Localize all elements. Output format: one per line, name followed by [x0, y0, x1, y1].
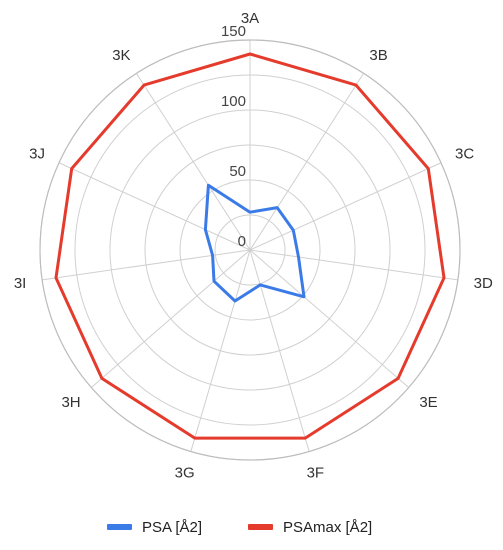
outer-ring: [39, 39, 461, 461]
category-label-3b: 3B: [369, 47, 387, 64]
category-label-3c: 3C: [455, 146, 474, 163]
category-label-3f: 3F: [307, 465, 325, 482]
series-group: [54, 52, 446, 440]
grid-ring-75: [144, 144, 356, 356]
legend-label-1: PSAmax [Å2]: [283, 519, 372, 536]
category-label-3i: 3I: [14, 275, 27, 292]
grid-ring-25: [214, 214, 286, 286]
series-1-line: [54, 52, 446, 440]
radial-tick-100: 100: [221, 93, 246, 110]
category-label-3h: 3H: [61, 394, 80, 411]
category-label-3d: 3D: [474, 275, 493, 292]
radial-tick-150: 150: [221, 23, 246, 40]
grid-ring-50: [179, 179, 321, 321]
category-label-3k: 3K: [112, 47, 130, 64]
legend-label-0: PSA [Å2]: [142, 519, 202, 536]
category-label-3a: 3A: [241, 10, 259, 27]
category-labels: 3A 3B 3C 3D 3E 3F 3G 3H 3I 3J 3K: [14, 10, 493, 482]
legend: PSA [Å2] PSAmax [Å2]: [107, 519, 372, 536]
category-label-3j: 3J: [29, 146, 45, 163]
legend-swatch-1: [248, 524, 273, 530]
grid-ring-125: [74, 74, 426, 426]
grid-ring-100: [109, 109, 391, 391]
legend-swatch-0: [107, 524, 132, 530]
radial-tick-50: 50: [229, 163, 246, 180]
grid: [39, 39, 461, 461]
category-label-3g: 3G: [175, 465, 195, 482]
category-label-3e: 3E: [419, 394, 437, 411]
radial-tick-labels: 0 50 100 150: [221, 23, 246, 250]
series-0-line: [203, 183, 306, 303]
radial-tick-0: 0: [238, 233, 246, 250]
